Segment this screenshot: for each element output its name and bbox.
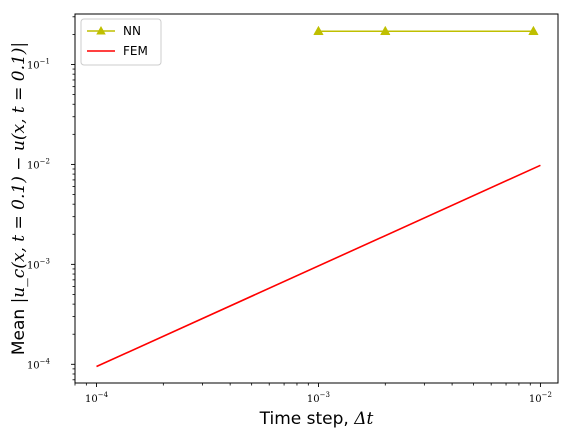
legend: NN FEM <box>80 18 162 66</box>
y-tick-label: 10−4 <box>27 357 51 371</box>
y-tick-base: 10 <box>27 160 40 171</box>
y-tick-exponent: −4 <box>40 357 51 365</box>
y-tick-exponent: −1 <box>40 57 50 65</box>
y-tick-exponent: −3 <box>40 257 50 265</box>
series-point-nn <box>380 25 391 36</box>
y-axis-label-math: |u_c(x, t = 0.1) − u(x, t = 0.1)| <box>9 42 29 304</box>
series-line-fem <box>96 164 541 368</box>
x-tick-label: 10−2 <box>529 391 552 405</box>
legend-box <box>80 18 162 66</box>
y-axis-label-text: Mean <box>9 303 29 355</box>
axis-ticks: 10−4 10−3 10−210−410−310−210−1 <box>27 16 552 405</box>
y-tick-label: 10−3 <box>27 257 50 271</box>
y-tick-label: 10−1 <box>27 57 50 71</box>
plot-frame <box>74 13 559 384</box>
y-tick-base: 10 <box>27 60 40 71</box>
legend-label-nn: NN <box>123 24 141 38</box>
x-axis-label: Time step, Δt <box>259 409 374 429</box>
x-axis-label-text: Time step, <box>259 409 355 429</box>
series-point-nn <box>528 25 539 36</box>
x-tick-label: 10−4 <box>85 391 109 405</box>
x-tick-base: 10 <box>529 394 542 405</box>
y-tick-base: 10 <box>27 260 40 271</box>
plot-area <box>96 25 541 368</box>
y-tick-label: 10−2 <box>27 157 50 171</box>
x-tick-exponent: −3 <box>320 391 330 399</box>
y-axis-label: Mean |u_c(x, t = 0.1) − u(x, t = 0.1)| <box>9 42 29 355</box>
x-tick-exponent: −2 <box>542 391 552 399</box>
legend-label-fem: FEM <box>123 44 148 58</box>
x-axis-label-math: Δt <box>353 409 373 429</box>
series-point-nn <box>313 25 324 36</box>
x-tick-exponent: −4 <box>98 391 109 399</box>
y-tick-base: 10 <box>27 360 40 371</box>
x-tick-base: 10 <box>307 394 320 405</box>
y-tick-exponent: −2 <box>40 157 50 165</box>
legend-marker-nn <box>96 26 106 35</box>
x-tick-base: 10 <box>85 394 98 405</box>
x-tick-label: 10−3 <box>307 391 330 405</box>
